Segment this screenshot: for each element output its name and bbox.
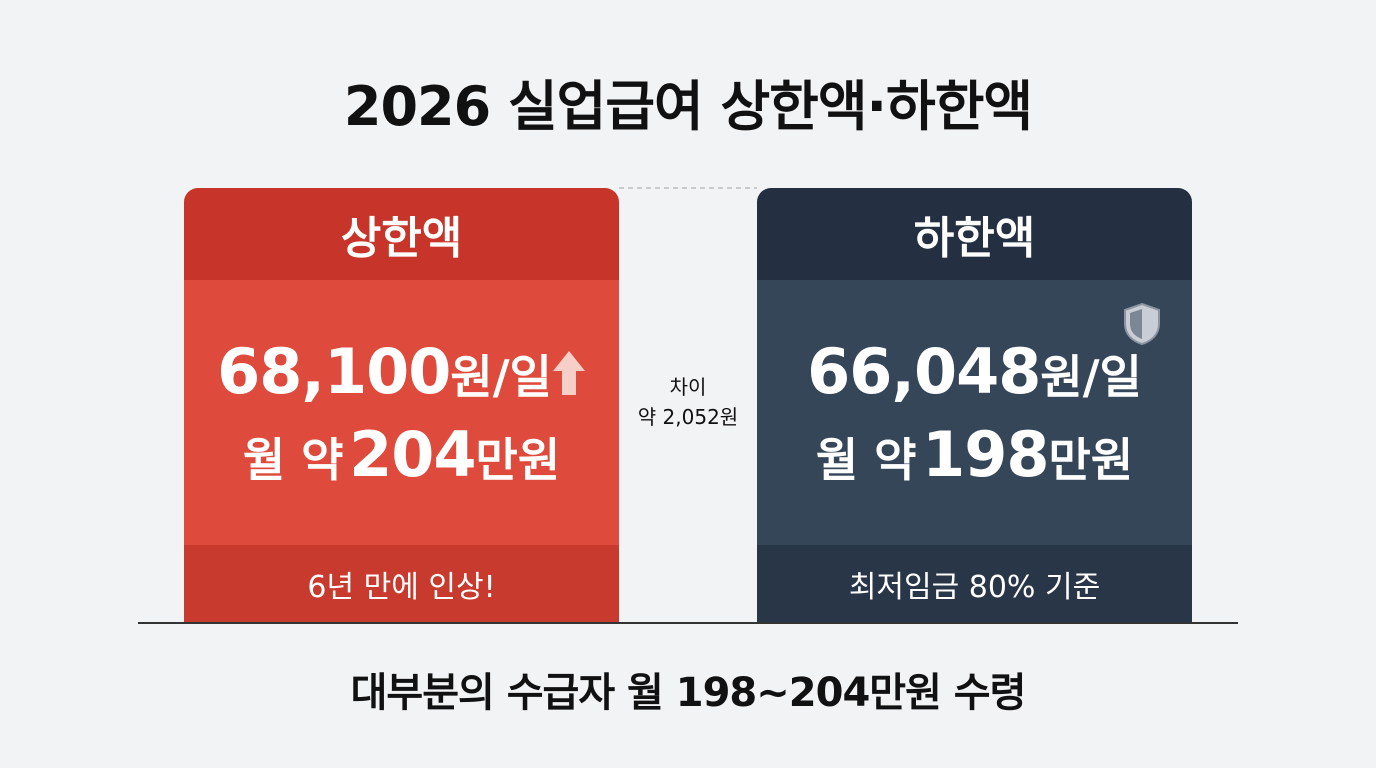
unit: 만원 bbox=[475, 432, 561, 487]
daily-amount: 66,048원/일 bbox=[807, 335, 1142, 408]
amount: 204 bbox=[349, 417, 476, 491]
difference: 차이 약 2,052원 bbox=[619, 372, 757, 432]
card-footer: 최저임금 80% 기준 bbox=[757, 545, 1192, 622]
upper-card: 상한액 68,100원/일 월 약 204만원 6년 만에 인상! bbox=[184, 188, 619, 622]
unit: 원/일 bbox=[1040, 349, 1142, 404]
difference-value: 약 2,052원 bbox=[637, 405, 739, 429]
card-header: 상한액 bbox=[184, 188, 619, 280]
title: 2026 실업급여 상한액·하한액 bbox=[343, 75, 1033, 138]
monthly-amount: 월 약 198만원 bbox=[816, 418, 1133, 491]
amount: 68,100 bbox=[217, 334, 451, 408]
amount: 66,048 bbox=[807, 334, 1041, 408]
difference-label: 차이 bbox=[669, 375, 707, 399]
card-footer: 6년 만에 인상! bbox=[184, 545, 619, 622]
unit: 만원 bbox=[1048, 432, 1134, 487]
card-body: 66,048원/일 월 약 198만원 bbox=[757, 280, 1192, 545]
lower-card: 하한액 66,048원/일 월 약 198만원 최저임금 80% 기준 bbox=[757, 188, 1192, 622]
monthly-amount: 월 약 204만원 bbox=[243, 418, 560, 491]
prefix: 월 약 bbox=[242, 432, 344, 487]
summary: 대부분의 수급자 월 198~204만원 수령 bbox=[350, 670, 1027, 716]
card-header: 하한액 bbox=[757, 188, 1192, 280]
daily-amount: 68,100원/일 bbox=[217, 335, 586, 408]
card-body: 68,100원/일 월 약 204만원 bbox=[184, 280, 619, 545]
unit: 원/일 bbox=[450, 349, 552, 404]
shield-icon bbox=[1124, 302, 1160, 346]
amount: 198 bbox=[922, 417, 1049, 491]
prefix: 월 약 bbox=[815, 432, 917, 487]
up-arrow bbox=[552, 350, 585, 395]
